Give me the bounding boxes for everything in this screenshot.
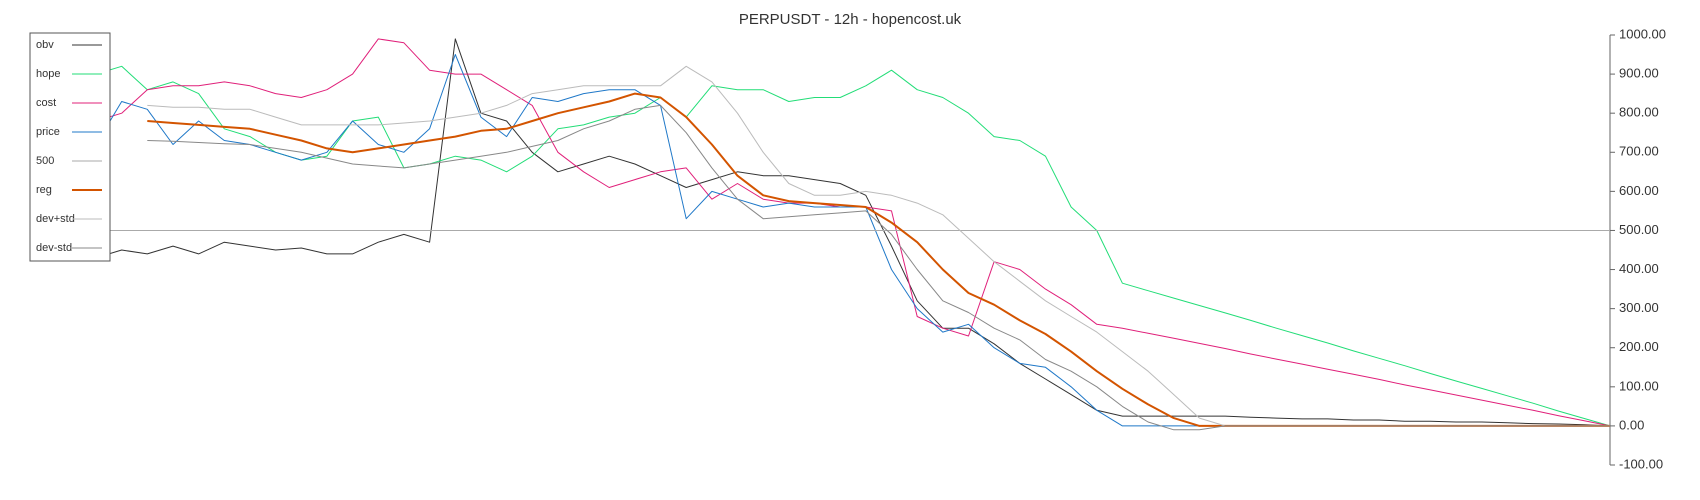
legend-label: price — [36, 126, 60, 138]
legend: obv hope cost price 500 reg dev+std dev-std — [29, 32, 111, 262]
series-line — [147, 92, 1610, 427]
legend-label: reg — [36, 184, 52, 196]
chart-title: PERPUSDT - 12h - hopencost.uk — [739, 11, 962, 28]
y-tick-label: 200.00 — [1619, 339, 1659, 354]
legend-label: cost — [36, 97, 56, 109]
y-tick-label: -100.00 — [1619, 456, 1663, 471]
series-line — [95, 38, 1611, 427]
legend-label: obv — [36, 39, 54, 51]
y-tick-label: 900.00 — [1619, 66, 1659, 81]
series-line — [147, 104, 1610, 431]
legend-box — [29, 32, 111, 262]
y-tick-label: 500.00 — [1619, 222, 1659, 237]
y-tick-label: 100.00 — [1619, 378, 1659, 393]
series-line — [95, 54, 1610, 427]
y-tick-label: 700.00 — [1619, 144, 1659, 159]
series-line — [95, 65, 1611, 427]
y-tick-label: 400.00 — [1619, 261, 1659, 276]
legend-label: hope — [36, 68, 60, 80]
legend-label: 500 — [36, 155, 54, 167]
legend-label: dev-std — [36, 242, 72, 254]
y-tick-label: 800.00 — [1619, 105, 1659, 120]
y-tick-label: 300.00 — [1619, 300, 1659, 315]
y-tick-label: 600.00 — [1619, 183, 1659, 198]
y-tick-label: 1000.00 — [1619, 26, 1666, 41]
series-line — [95, 38, 1611, 427]
y-tick-label: 0.00 — [1619, 417, 1644, 432]
legend-label: dev+std — [36, 213, 75, 225]
series-line — [147, 65, 1610, 427]
